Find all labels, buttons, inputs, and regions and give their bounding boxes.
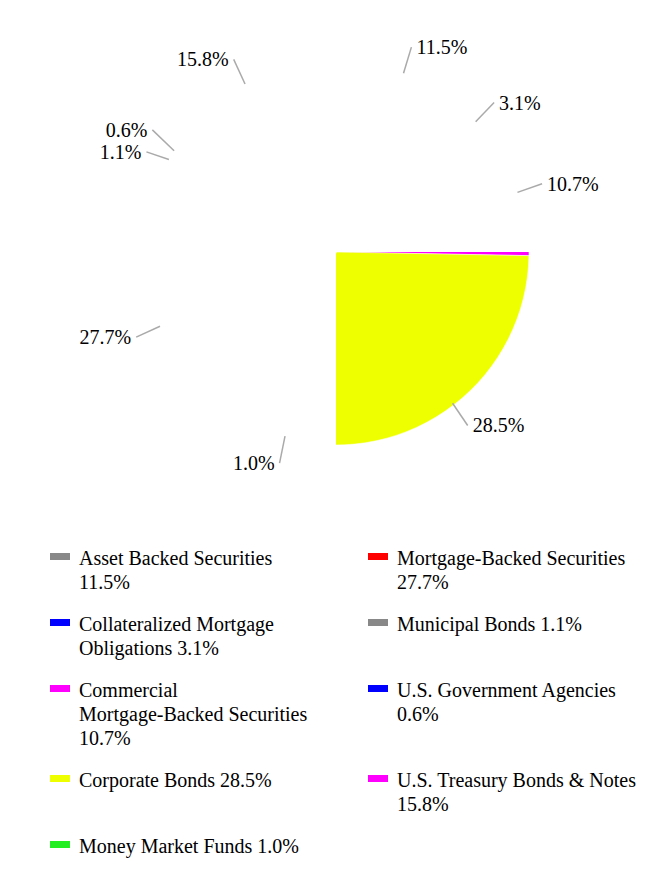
legend-label-line: Corporate Bonds: [79, 769, 215, 792]
legend-entry: Municipal Bonds1.1%: [368, 613, 582, 636]
legend-entry: Corporate Bonds28.5%: [50, 769, 272, 792]
legend-label: CommercialMortgage-Backed Securities: [79, 679, 307, 726]
leader-line: [146, 152, 168, 160]
legend-label-line: Municipal Bonds: [397, 613, 536, 636]
legend-entry: Asset Backed Securities11.5%: [50, 547, 272, 593]
legend-label: U.S. Government Agencies: [397, 679, 616, 702]
legend: Asset Backed Securities11.5% Collateraliz…: [50, 547, 636, 858]
chart-container: 11.5%3.1%10.7%28.5%1.0%27.7%1.1%0.6%15.8…: [0, 0, 672, 876]
legend-entry: Money Market Funds1.0%: [50, 835, 299, 858]
data-label: 27.7%: [80, 326, 132, 348]
data-label: 28.5%: [473, 414, 525, 436]
pie-slice: [336, 252, 529, 445]
leader-line: [234, 59, 245, 84]
legend-label-line: Money Market Funds: [79, 835, 253, 858]
legend-value: 10.7%: [79, 727, 131, 749]
legend-label: Money Market Funds: [79, 835, 253, 858]
legend-label: Collateralized MortgageObligations: [79, 613, 274, 660]
legend-label-line: Commercial: [79, 679, 178, 701]
leader-line: [476, 103, 494, 122]
legend-label: Municipal Bonds: [397, 613, 536, 636]
data-label: 10.7%: [547, 173, 599, 195]
legend-value: 27.7%: [397, 571, 449, 593]
leader-line: [152, 130, 174, 151]
legend-swatch: [50, 619, 70, 626]
legend-swatch: [50, 841, 70, 848]
leader-line: [453, 403, 468, 425]
leader-line: [136, 326, 160, 337]
legend-label-line: Mortgage-Backed Securities: [397, 547, 625, 570]
legend-swatch: [368, 685, 388, 692]
legend-swatch: [368, 775, 388, 782]
data-label: 0.6%: [106, 119, 148, 141]
legend-label-line: Collateralized Mortgage: [79, 613, 274, 636]
legend-label: Asset Backed Securities: [79, 547, 272, 569]
legend-swatch: [368, 619, 388, 626]
pie-slices: [336, 252, 529, 445]
legend-value: 0.6%: [397, 703, 439, 725]
data-label: 1.0%: [233, 452, 275, 474]
legend-swatch: [50, 685, 70, 692]
data-label: 1.1%: [100, 141, 142, 163]
leader-line: [517, 184, 542, 193]
legend-value: 28.5%: [220, 769, 272, 791]
legend-swatch: [50, 775, 70, 782]
chart-svg: 11.5%3.1%10.7%28.5%1.0%27.7%1.1%0.6%15.8…: [0, 0, 672, 876]
leader-line: [404, 47, 412, 73]
legend-entry: U.S. Treasury Bonds & Notes15.8%: [368, 769, 636, 815]
data-label: 15.8%: [177, 48, 229, 70]
legend-value: 3.1%: [177, 637, 219, 659]
data-labels: 11.5% 3.1% 10.7% 28.5% 1.0% 27.7% 1.1%0.6% 15.8…: [80, 36, 599, 474]
legend-value: 1.1%: [540, 613, 582, 635]
legend-label-line: Asset Backed Securities: [79, 547, 272, 569]
legend-label: Mortgage-Backed Securities: [397, 547, 625, 570]
legend-value: 11.5%: [79, 571, 130, 593]
legend-swatch: [50, 553, 70, 560]
legend-label-line: U.S. Treasury Bonds & Notes: [397, 769, 636, 792]
legend-label-line: Obligations: [79, 637, 173, 660]
data-label: 11.5%: [416, 36, 467, 58]
legend-value: 15.8%: [397, 793, 449, 815]
legend-label-line: Mortgage-Backed Securities: [79, 703, 307, 726]
legend-entry: CommercialMortgage-Backed Securities10.7…: [50, 679, 307, 749]
legend-label-line: U.S. Government Agencies: [397, 679, 616, 702]
legend-label: U.S. Treasury Bonds & Notes: [397, 769, 636, 792]
legend-swatch: [368, 553, 388, 560]
legend-label: Corporate Bonds: [79, 769, 215, 792]
legend-entry: U.S. Government Agencies0.6%: [368, 679, 616, 725]
legend-entry: Collateralized MortgageObligations3.1%: [50, 613, 274, 660]
legend-entry: Mortgage-Backed Securities27.7%: [368, 547, 625, 593]
data-label: 3.1%: [499, 92, 541, 114]
legend-value: 1.0%: [257, 835, 299, 857]
leader-line: [280, 436, 285, 463]
